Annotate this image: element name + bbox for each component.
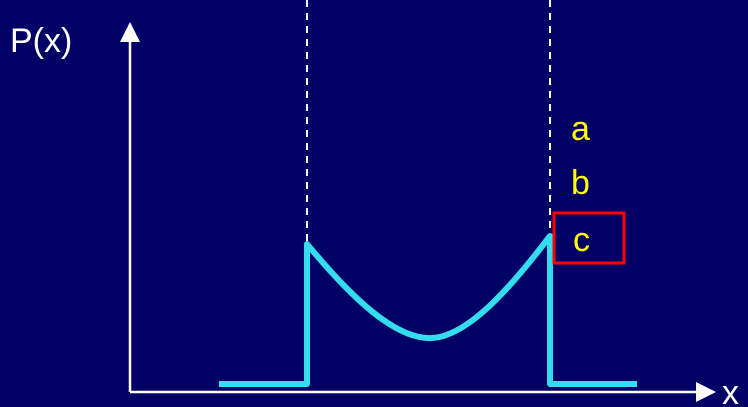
selected-option-highlight [552, 211, 626, 265]
option-b[interactable]: b [571, 164, 590, 202]
option-a[interactable]: a [571, 110, 590, 148]
option-c[interactable]: c [573, 221, 590, 259]
probability-curve [219, 233, 637, 387]
x-axis-label: x [722, 374, 739, 407]
y-axis-label: P(x) [10, 22, 72, 60]
